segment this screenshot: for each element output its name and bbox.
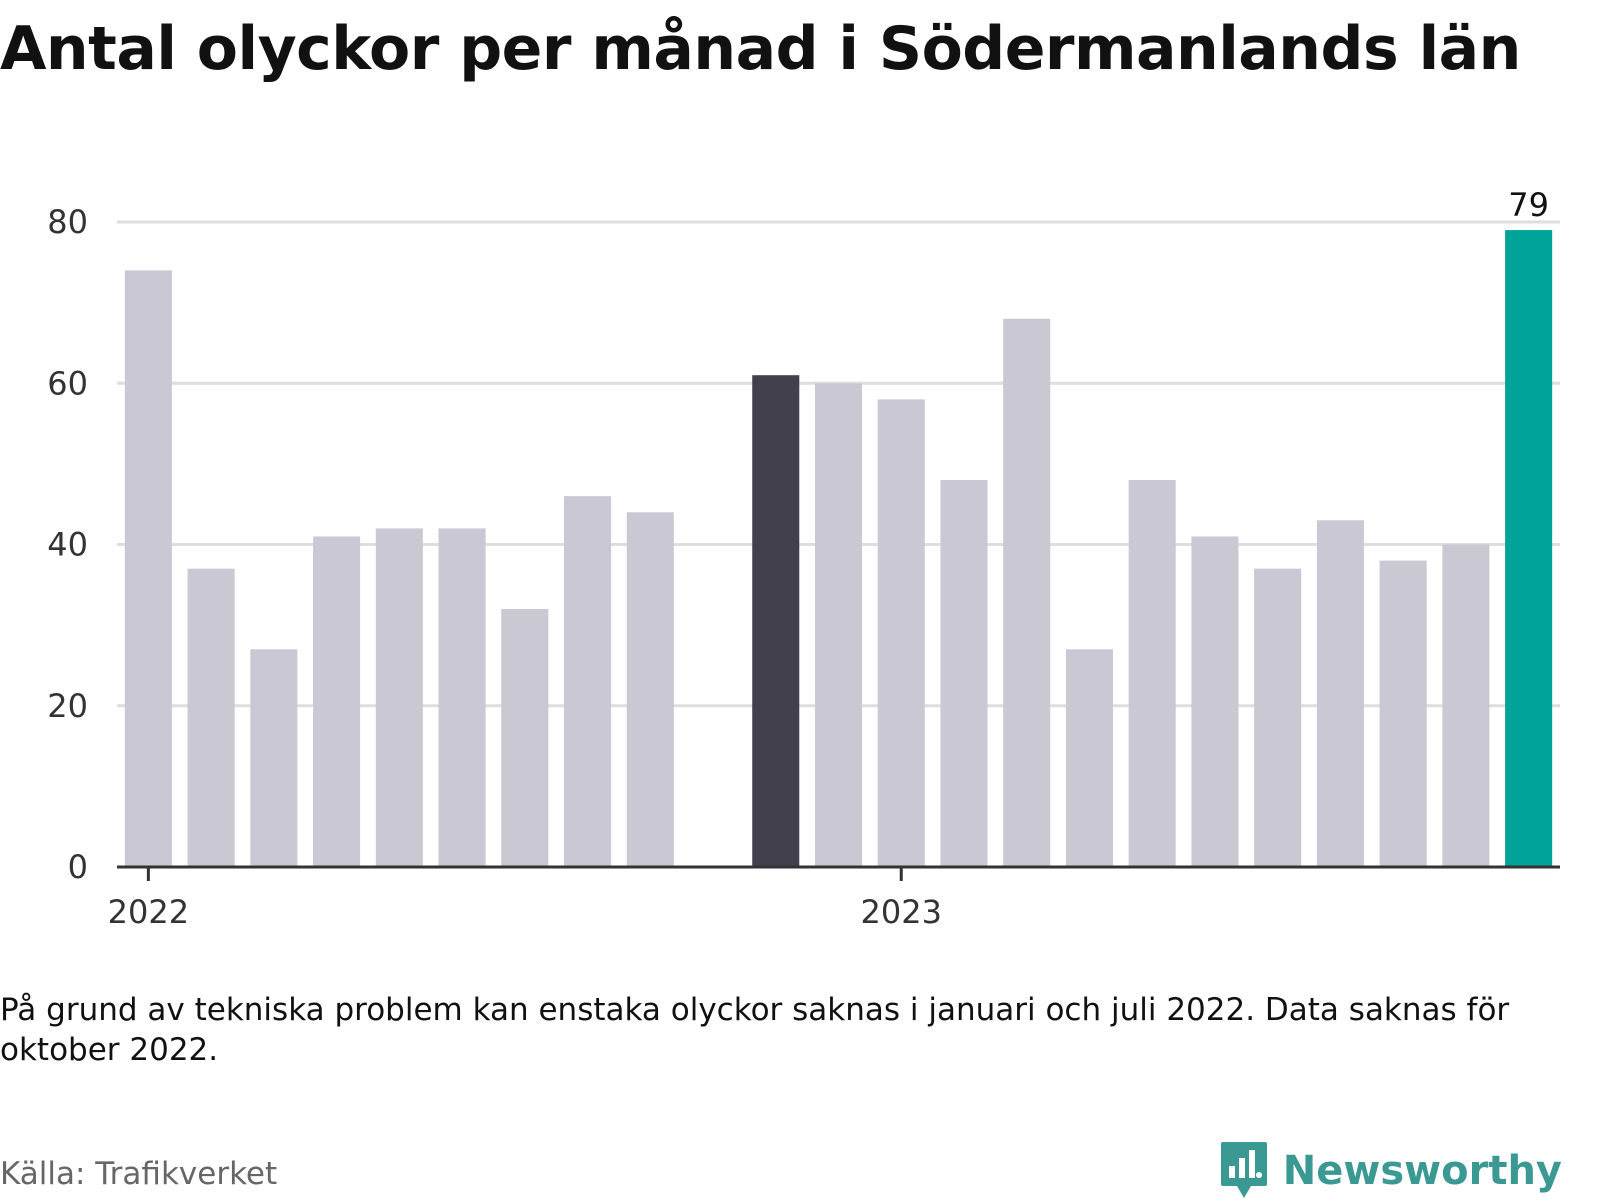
bar-2023-07 [1254, 568, 1302, 867]
bar-2022-03 [250, 649, 298, 867]
y-tick-label: 80 [47, 203, 88, 241]
bar-2023-09 [1379, 560, 1427, 867]
logo-text: Newsworthy [1282, 1148, 1562, 1194]
bar-2022-07 [501, 609, 549, 867]
data-label: 79 [1508, 186, 1549, 224]
y-tick-label: 60 [47, 364, 88, 402]
bar-2022-04 [313, 536, 361, 867]
bar-2023-01 [877, 399, 925, 867]
bar-2023-06 [1191, 536, 1239, 867]
bar-chart: 0 20 40 60 80 79 2022 2023 [47, 186, 1560, 931]
bar-2022-05 [375, 528, 423, 867]
bar-2023-02 [940, 480, 988, 867]
bar-2022-01 [124, 270, 172, 867]
bar-2023-10 [1442, 544, 1490, 867]
bar-2022-02 [187, 568, 235, 867]
bar-2023-11 [1505, 230, 1553, 867]
bar-2023-05 [1128, 480, 1176, 867]
bar-2023-03 [1003, 318, 1051, 867]
bar-2023-04 [1065, 649, 1113, 867]
bar-2022-12 [814, 383, 863, 867]
y-tick-label: 40 [47, 526, 88, 564]
chart-title: Antal olyckor per månad i Södermanlands … [0, 14, 1521, 84]
newsworthy-logo-icon [1220, 1142, 1267, 1198]
bar-2022-06 [438, 528, 486, 867]
bar-2022-11 [752, 375, 800, 867]
bar-2022-08 [564, 496, 612, 867]
chart-note: På grund av tekniska problem kan enstaka… [0, 992, 1510, 1068]
y-tick-label: 0 [68, 848, 88, 886]
bar-2022-09 [626, 512, 674, 867]
y-tick-label: 20 [47, 687, 88, 725]
x-tick-label: 2023 [861, 893, 942, 931]
bar-2023-08 [1316, 520, 1364, 867]
x-tick-label: 2022 [108, 893, 189, 931]
newsworthy-logo: Newsworthy [1219, 1140, 1562, 1202]
source-credit: Källa: Trafikverket [0, 1156, 278, 1192]
